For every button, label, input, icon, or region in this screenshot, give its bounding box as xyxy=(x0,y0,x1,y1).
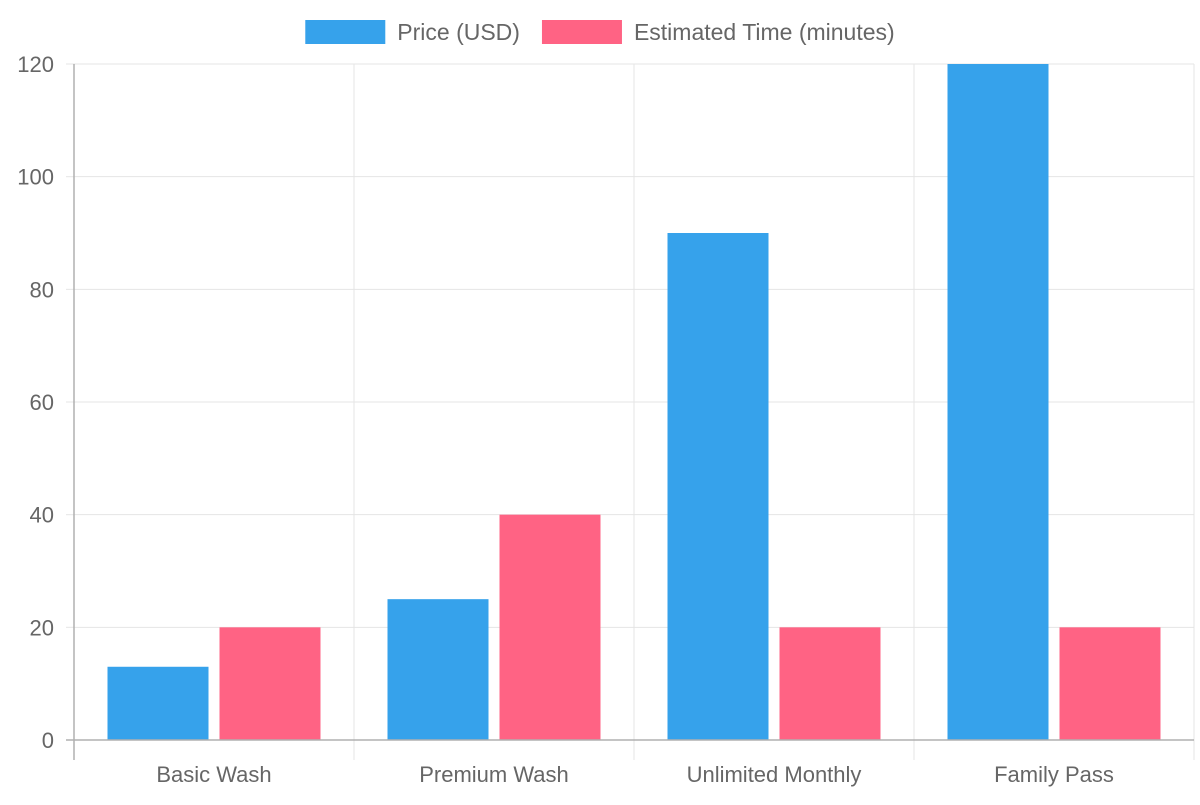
legend-label-1: Estimated Time (minutes) xyxy=(634,19,895,45)
bar-price-1[interactable] xyxy=(387,599,489,740)
bar-time-0[interactable] xyxy=(219,627,321,740)
y-tick-label: 0 xyxy=(42,728,54,753)
x-tick-label: Family Pass xyxy=(994,762,1114,787)
bars xyxy=(107,64,1161,740)
axes xyxy=(66,64,1194,760)
x-tick-label: Premium Wash xyxy=(419,762,569,787)
tick-labels: 0 20 40 60 80 100 120 Basic Wash Premium Wash Unl… xyxy=(17,52,1114,787)
legend: Price (USD) Estimated Time (minutes) xyxy=(305,19,895,45)
y-tick-label: 100 xyxy=(17,165,54,190)
bar-time-2[interactable] xyxy=(779,627,881,740)
legend-label-0: Price (USD) xyxy=(397,19,520,45)
x-tick-label: Unlimited Monthly xyxy=(687,762,862,787)
y-tick-label: 40 xyxy=(30,503,54,528)
bar-price-2[interactable] xyxy=(667,233,769,740)
legend-swatch-1 xyxy=(541,20,622,44)
y-tick-label: 60 xyxy=(30,390,54,415)
y-tick-label: 120 xyxy=(17,52,54,77)
bar-price-3[interactable] xyxy=(947,64,1049,740)
bar-time-3[interactable] xyxy=(1059,627,1161,740)
y-tick-label: 20 xyxy=(30,615,54,640)
bar-time-1[interactable] xyxy=(499,514,601,740)
x-tick-label: Basic Wash xyxy=(156,762,271,787)
y-tick-label: 80 xyxy=(30,277,54,302)
bar-price-0[interactable] xyxy=(107,666,209,740)
legend-swatch-0 xyxy=(305,20,386,44)
